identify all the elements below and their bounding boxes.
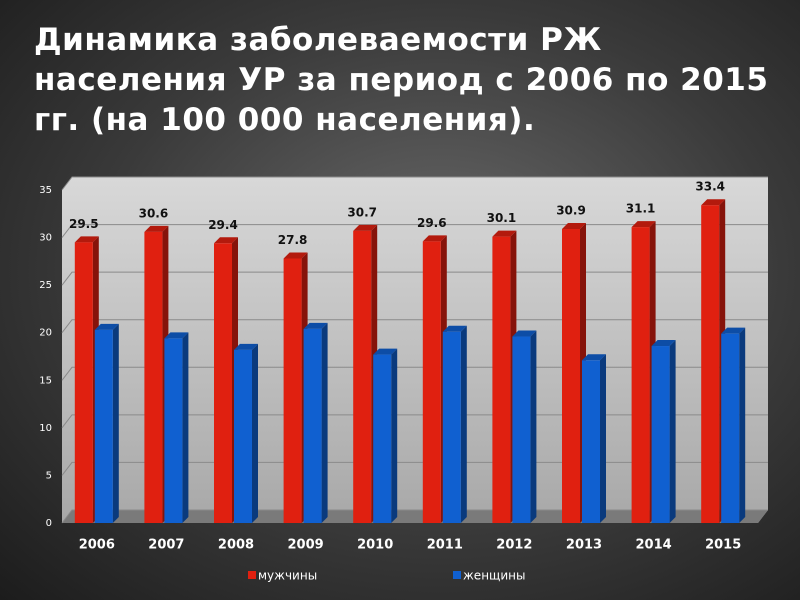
bar-side — [112, 323, 119, 523]
value-label: 29.4 — [208, 218, 238, 232]
value-label: 30.1 — [487, 211, 517, 225]
value-label: 33.4 — [695, 180, 725, 194]
value-label: 27.8 — [278, 233, 308, 247]
chart-title: Динамика заболеваемости РЖ населения УР … — [34, 22, 769, 138]
bar — [144, 231, 163, 523]
value-label: 30.9 — [556, 204, 586, 218]
grid-line — [61, 271, 768, 286]
bar-top — [373, 348, 398, 355]
bar — [492, 236, 511, 523]
grid-line — [61, 224, 768, 238]
bar-top — [721, 327, 746, 334]
x-tick-label: 2012 — [496, 538, 532, 553]
value-label: 29.5 — [69, 217, 99, 231]
value-label: 29.6 — [417, 216, 447, 230]
bar — [582, 360, 600, 523]
y-tick-label: 10 — [39, 423, 52, 434]
x-tick-label: 2007 — [148, 538, 184, 553]
x-tick-label: 2009 — [288, 538, 324, 553]
y-tick-label: 25 — [39, 280, 52, 291]
bar — [164, 338, 183, 523]
grid-line — [61, 319, 768, 334]
bar-side — [252, 343, 258, 523]
legend-swatch — [248, 571, 256, 579]
bar-top — [631, 221, 656, 228]
bar-top — [234, 343, 258, 350]
bar-top — [74, 236, 99, 243]
bar-top — [562, 223, 586, 230]
bar — [422, 241, 441, 523]
x-tick-label: 2010 — [357, 538, 393, 553]
y-tick-label: 15 — [39, 375, 52, 386]
bar-side — [182, 332, 189, 523]
bar — [353, 230, 372, 523]
value-label: 31.1 — [626, 202, 656, 216]
bar-top — [144, 225, 169, 232]
value-label: 30.7 — [347, 205, 377, 219]
legend-label: мужчины — [258, 569, 317, 583]
bar — [721, 333, 740, 523]
bar-side — [530, 330, 537, 523]
bar-top — [353, 224, 378, 231]
x-tick-label: 2006 — [79, 538, 115, 553]
value-label: 30.6 — [139, 206, 169, 220]
bar — [442, 331, 461, 523]
bar-side — [460, 325, 467, 523]
bar — [303, 328, 322, 523]
bar-top — [303, 322, 328, 329]
grid-line — [61, 176, 768, 191]
bar — [631, 227, 650, 523]
legend-label: женщины — [463, 569, 525, 583]
bar — [701, 205, 720, 524]
bar-top — [283, 252, 308, 259]
bar — [373, 354, 392, 523]
x-tick-label: 2008 — [218, 538, 254, 553]
y-tick-label: 5 — [46, 470, 52, 481]
legend-swatch — [453, 571, 461, 579]
bar — [94, 329, 113, 523]
bar-side — [669, 340, 676, 523]
bar — [512, 336, 531, 523]
y-tick-label: 0 — [46, 518, 52, 529]
bar-top — [422, 235, 447, 242]
x-tick-label: 2013 — [566, 538, 602, 553]
bar-top — [492, 230, 517, 237]
x-tick-label: 2011 — [427, 538, 463, 553]
bar-top — [164, 332, 189, 339]
y-tick-label: 30 — [39, 233, 52, 244]
bar — [651, 346, 670, 523]
bar-side — [739, 327, 746, 523]
bar — [283, 258, 302, 523]
bar-side — [321, 322, 328, 523]
y-tick-label: 20 — [39, 328, 52, 339]
bar-side — [391, 348, 398, 523]
x-tick-label: 2014 — [636, 538, 672, 553]
x-tick-label: 2015 — [705, 538, 741, 553]
bar — [562, 229, 580, 523]
bar — [234, 349, 252, 523]
bar-top — [651, 340, 676, 347]
bar-top — [442, 325, 467, 332]
bar-side — [600, 354, 606, 523]
bar-top — [512, 330, 537, 337]
bar-top — [582, 354, 606, 361]
bar-top — [214, 237, 238, 244]
bar — [214, 243, 232, 523]
bar — [74, 242, 93, 524]
bar-top — [94, 323, 119, 330]
bar-top — [701, 199, 726, 206]
y-tick-label: 35 — [39, 185, 52, 196]
